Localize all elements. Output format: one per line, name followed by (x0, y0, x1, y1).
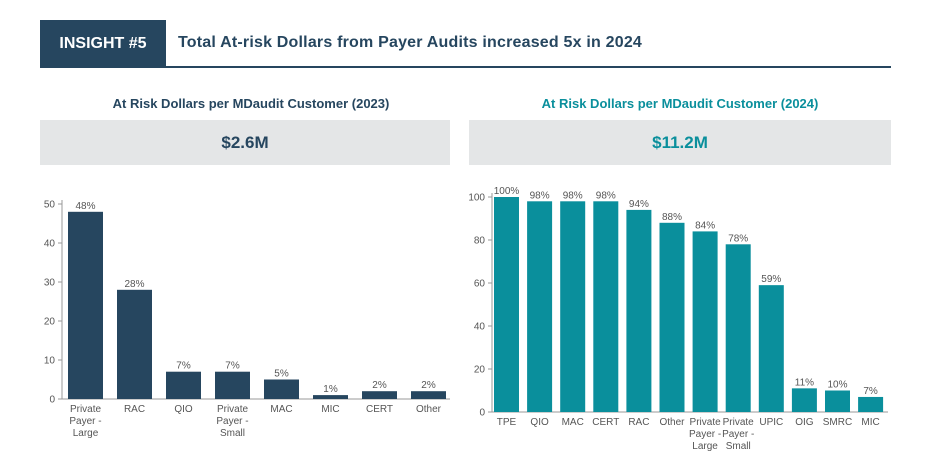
y-tick-label: 40 (474, 322, 486, 333)
data-label: 10% (827, 380, 847, 391)
data-label: 2% (421, 380, 436, 391)
x-tick-label: QIO (174, 404, 193, 415)
x-tick-label: Private Payer -Large (689, 417, 721, 452)
y-tick-label: 0 (479, 408, 485, 419)
bar (626, 209, 652, 412)
x-tick-label: Other (416, 404, 442, 415)
bar (215, 371, 250, 399)
bar (593, 201, 619, 412)
page-title: Total At-risk Dollars from Payer Audits … (178, 34, 643, 51)
bar (858, 396, 884, 412)
data-label: 28% (124, 279, 144, 290)
y-tick-label: 80 (474, 236, 486, 247)
x-tick-label: QIO (530, 417, 549, 428)
data-label: 11% (795, 377, 814, 388)
bar (725, 244, 751, 412)
bar (560, 201, 586, 412)
x-tick-label: Private Payer -Small (722, 417, 754, 452)
x-tick-label: Private Payer -Large (69, 404, 101, 439)
data-label: 88% (662, 212, 682, 223)
data-label: 100% (494, 186, 520, 197)
x-tick-label: UPIC (759, 417, 783, 428)
data-label: 84% (695, 220, 715, 231)
x-tick-label: MAC (270, 404, 292, 415)
left-chart-subtitle: At Risk Dollars per MDaudit Customer (20… (112, 96, 390, 111)
x-tick-label: RAC (628, 417, 649, 428)
bar (68, 211, 103, 399)
data-label: 2% (372, 380, 387, 391)
bar (264, 379, 299, 399)
data-label: 7% (863, 386, 878, 397)
y-tick-label: 30 (44, 278, 56, 289)
x-tick-label: Other (659, 417, 685, 428)
bar (527, 201, 553, 412)
bar (166, 371, 201, 399)
x-tick-label: MIC (321, 404, 339, 415)
data-label: 78% (728, 233, 748, 244)
y-tick-label: 40 (44, 239, 56, 250)
left-total: $2.6M (40, 120, 450, 165)
bar (411, 391, 446, 399)
right-chart-subtitle: At Risk Dollars per MDaudit Customer (20… (541, 96, 819, 111)
x-tick-label: MAC (562, 417, 584, 428)
y-tick-label: 0 (49, 395, 55, 406)
x-tick-label: Private Payer -Small (216, 404, 248, 439)
data-label: 98% (596, 190, 616, 201)
y-tick-label: 20 (474, 365, 486, 376)
title-divider (40, 66, 891, 68)
x-tick-label: TPE (497, 417, 517, 428)
x-tick-label: CERT (366, 404, 393, 415)
y-tick-label: 50 (44, 200, 56, 211)
bar (494, 197, 519, 412)
y-tick-label: 10 (44, 356, 56, 367)
bar (313, 395, 348, 399)
y-tick-label: 60 (474, 279, 486, 290)
data-label: 1% (323, 384, 338, 395)
y-tick-label: 20 (44, 317, 56, 328)
data-label: 5% (274, 369, 289, 380)
data-label: 7% (225, 361, 240, 372)
bar (659, 222, 685, 412)
data-label: 98% (563, 190, 583, 201)
bar (692, 231, 718, 412)
data-label: 59% (761, 274, 781, 285)
bar (362, 391, 397, 399)
insight-badge: INSIGHT #5 (40, 20, 166, 67)
data-label: 7% (176, 361, 191, 372)
data-label: 98% (530, 190, 550, 201)
bar (825, 390, 850, 412)
x-tick-label: MIC (861, 417, 879, 428)
right-total: $11.2M (469, 120, 891, 165)
data-label: 48% (75, 201, 95, 212)
x-tick-label: RAC (124, 404, 145, 415)
y-tick-label: 100 (468, 193, 485, 204)
x-tick-label: OIG (795, 417, 814, 428)
x-tick-label: CERT (592, 417, 619, 428)
x-tick-label: SMRC (823, 417, 852, 428)
bar (758, 285, 784, 412)
data-label: 94% (629, 199, 649, 210)
bar (117, 289, 152, 399)
bar (791, 388, 817, 412)
